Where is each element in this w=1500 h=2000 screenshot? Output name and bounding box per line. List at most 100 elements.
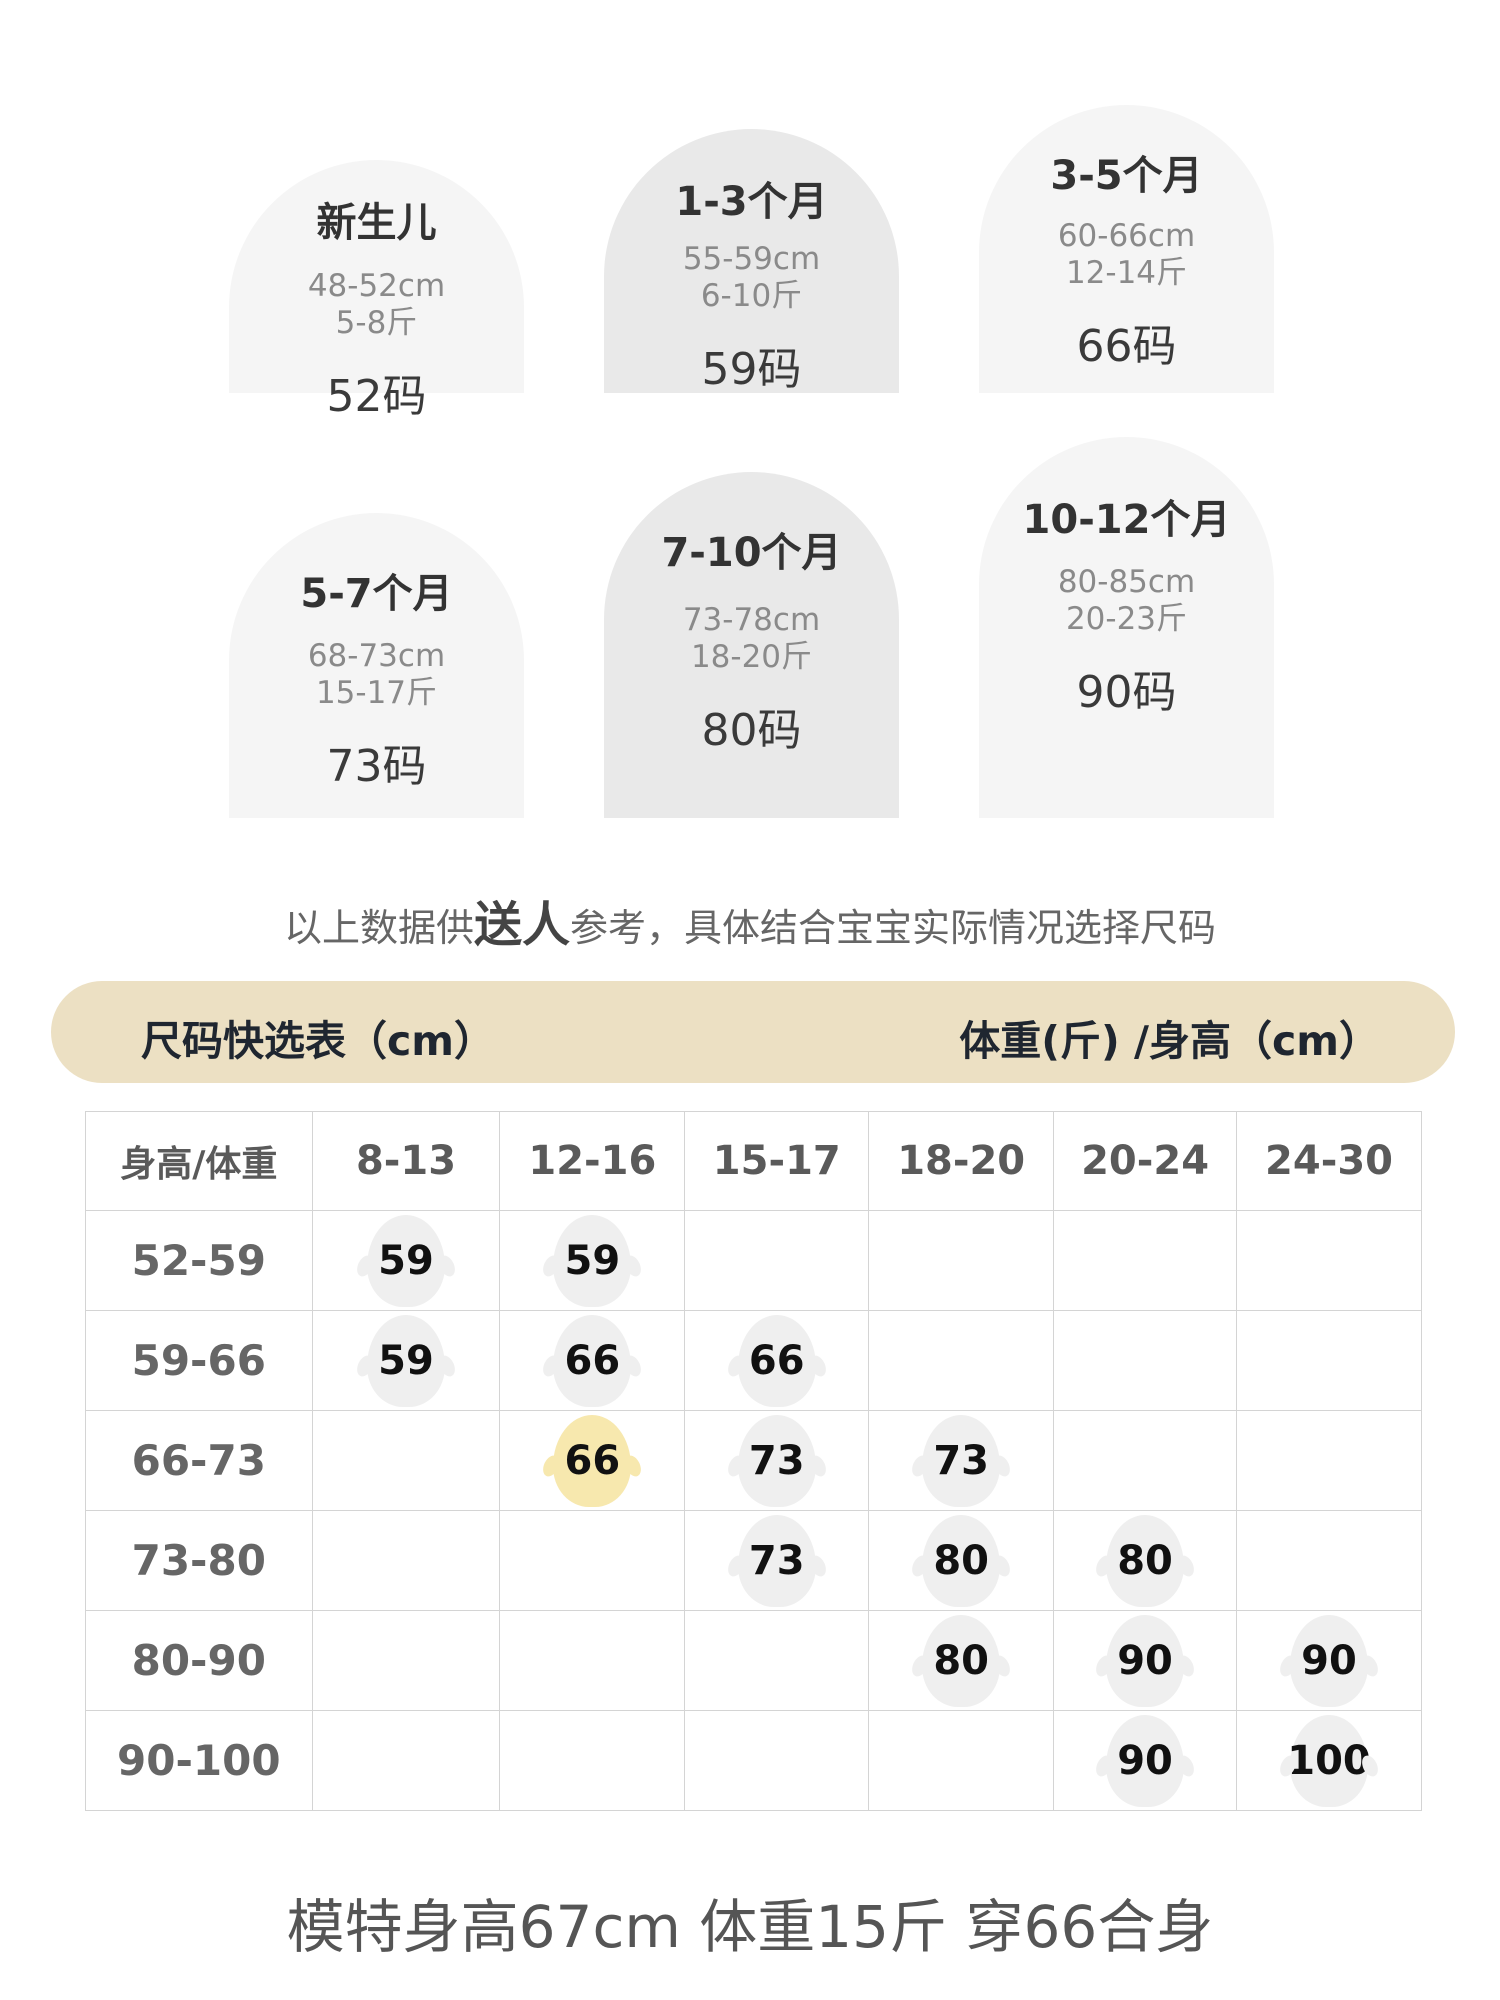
table-row: 73-80 73 80 80 bbox=[85, 1510, 1422, 1611]
size-cell: 59 bbox=[311, 1310, 501, 1411]
arch-card: 10-12个月 80-85cm 20-23斤 90码 bbox=[979, 437, 1274, 818]
age-label: 新生儿 bbox=[316, 200, 437, 246]
size-badge: 90 bbox=[1106, 1714, 1185, 1807]
table-row: 66-73 66 73 73 bbox=[85, 1410, 1422, 1511]
table-row: 80-90 80 90 90 bbox=[85, 1610, 1422, 1711]
weight-column-header: 24-30 bbox=[1236, 1111, 1422, 1211]
height-range: 80-85cm bbox=[1057, 564, 1196, 600]
empty-cell bbox=[499, 1510, 686, 1611]
empty-cell bbox=[311, 1610, 501, 1711]
reference-note: 以上数据供送人参考，具体结合宝宝实际情况选择尺码 bbox=[0, 885, 1500, 955]
arch-card: 新生儿 48-52cm 5-8斤 52码 bbox=[229, 160, 524, 422]
empty-cell bbox=[1053, 1410, 1238, 1511]
size-label: 90码 bbox=[1076, 667, 1177, 718]
size-badge: 73 bbox=[922, 1414, 1001, 1507]
height-range: 68-73cm bbox=[307, 638, 446, 674]
weight-column-header: 15-17 bbox=[684, 1111, 870, 1211]
note-text: 参考，具体结合宝宝实际情况选择尺码 bbox=[570, 906, 1217, 950]
empty-cell bbox=[684, 1210, 870, 1311]
size-badge: 90 bbox=[1106, 1614, 1185, 1707]
weight-range: 6-10斤 bbox=[700, 278, 803, 314]
empty-cell bbox=[1236, 1310, 1422, 1411]
age-label: 7-10个月 bbox=[661, 530, 842, 576]
age-label: 3-5个月 bbox=[1050, 153, 1203, 199]
size-table: 身高/体重 8-13 12-16 15-17 18-20 20-24 24-30 52-59 5… bbox=[85, 1111, 1422, 1811]
height-row-label: 52-59 bbox=[85, 1210, 313, 1311]
empty-cell bbox=[684, 1710, 870, 1811]
arch-card: 3-5个月 60-66cm 12-14斤 66码 bbox=[979, 105, 1274, 393]
size-badge: 66 bbox=[737, 1314, 816, 1407]
empty-cell bbox=[499, 1710, 686, 1811]
size-cell: 73 bbox=[684, 1410, 870, 1511]
empty-cell bbox=[311, 1710, 501, 1811]
empty-cell bbox=[1236, 1410, 1422, 1511]
size-badge: 80 bbox=[922, 1514, 1001, 1607]
size-cell: 66 bbox=[499, 1410, 686, 1511]
size-badge: 73 bbox=[737, 1514, 816, 1607]
size-badge: 59 bbox=[366, 1214, 445, 1307]
arch-card: 7-10个月 73-78cm 18-20斤 80码 bbox=[604, 472, 899, 818]
size-cell: 66 bbox=[499, 1310, 686, 1411]
size-label: 80码 bbox=[701, 705, 802, 756]
table-row: 52-59 59 59 bbox=[85, 1210, 1422, 1311]
size-cell: 80 bbox=[868, 1610, 1055, 1711]
height-range: 73-78cm bbox=[682, 602, 821, 638]
size-badge: 66 bbox=[553, 1314, 632, 1407]
highlighted-size-badge: 66 bbox=[553, 1414, 632, 1507]
size-badge: 80 bbox=[922, 1614, 1001, 1707]
size-label: 66码 bbox=[1076, 321, 1177, 372]
age-label: 10-12个月 bbox=[1022, 497, 1231, 543]
size-cell: 59 bbox=[499, 1210, 686, 1311]
size-badge: 59 bbox=[366, 1314, 445, 1407]
size-cell: 100 bbox=[1236, 1710, 1422, 1811]
table-row: 90-100 90 100 bbox=[85, 1710, 1422, 1811]
table-row: 59-66 59 66 66 bbox=[85, 1310, 1422, 1411]
empty-cell bbox=[868, 1210, 1055, 1311]
size-cell: 90 bbox=[1236, 1610, 1422, 1711]
height-range: 55-59cm bbox=[682, 241, 821, 277]
height-range: 60-66cm bbox=[1057, 218, 1196, 254]
empty-cell bbox=[868, 1710, 1055, 1811]
weight-column-header: 20-24 bbox=[1053, 1111, 1238, 1211]
height-row-label: 90-100 bbox=[85, 1710, 313, 1811]
empty-cell bbox=[684, 1610, 870, 1711]
weight-range: 5-8斤 bbox=[335, 305, 418, 341]
size-badge: 59 bbox=[553, 1214, 632, 1307]
size-badge: 73 bbox=[737, 1414, 816, 1507]
age-label: 5-7个月 bbox=[300, 571, 453, 617]
empty-cell bbox=[1053, 1310, 1238, 1411]
weight-range: 18-20斤 bbox=[690, 639, 813, 675]
empty-cell bbox=[868, 1310, 1055, 1411]
size-cell: 80 bbox=[1053, 1510, 1238, 1611]
table-header-row: 身高/体重 8-13 12-16 15-17 18-20 20-24 24-30 bbox=[85, 1111, 1422, 1211]
arch-card: 5-7个月 68-73cm 15-17斤 73码 bbox=[229, 513, 524, 818]
size-badge: 100 bbox=[1287, 1714, 1371, 1807]
quick-size-banner: 尺码快选表（cm） 体重(斤) /身高（cm） bbox=[51, 981, 1455, 1083]
empty-cell bbox=[1053, 1210, 1238, 1311]
weight-column-header: 12-16 bbox=[499, 1111, 686, 1211]
banner-title: 尺码快选表（cm） bbox=[141, 1017, 496, 1065]
note-text: 以上数据供 bbox=[283, 906, 474, 950]
weight-range: 15-17斤 bbox=[315, 675, 438, 711]
note-emphasis: 送人 bbox=[473, 897, 570, 953]
corner-header: 身高/体重 bbox=[85, 1111, 313, 1211]
empty-cell bbox=[1236, 1210, 1422, 1311]
height-row-label: 59-66 bbox=[85, 1310, 313, 1411]
size-cell: 90 bbox=[1053, 1610, 1238, 1711]
size-label: 73码 bbox=[326, 741, 427, 792]
arch-card: 1-3个月 55-59cm 6-10斤 59码 bbox=[604, 129, 899, 395]
empty-cell bbox=[311, 1410, 501, 1511]
height-range: 48-52cm bbox=[307, 268, 446, 304]
weight-column-header: 8-13 bbox=[311, 1111, 501, 1211]
height-row-label: 73-80 bbox=[85, 1510, 313, 1611]
weight-range: 12-14斤 bbox=[1065, 255, 1188, 291]
empty-cell bbox=[311, 1510, 501, 1611]
size-cell: 59 bbox=[311, 1210, 501, 1311]
size-cell: 80 bbox=[868, 1510, 1055, 1611]
weight-range: 20-23斤 bbox=[1065, 601, 1188, 637]
size-cell: 73 bbox=[868, 1410, 1055, 1511]
size-cell: 90 bbox=[1053, 1710, 1238, 1811]
banner-axis-label: 体重(斤) /身高（cm） bbox=[959, 1017, 1380, 1065]
size-cell: 66 bbox=[684, 1310, 870, 1411]
weight-column-header: 18-20 bbox=[868, 1111, 1055, 1211]
